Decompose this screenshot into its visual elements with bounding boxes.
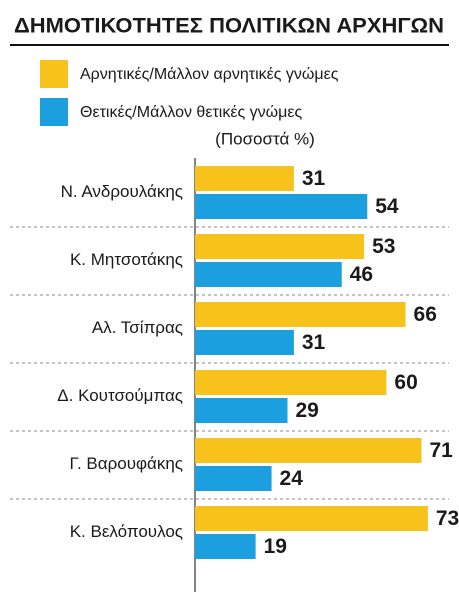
bar: [195, 234, 365, 259]
legend-label: Θετικές/Μάλλον θετικές γνώμες: [80, 104, 302, 121]
value-label: 66: [414, 303, 437, 326]
legend-swatch: [40, 60, 68, 88]
bar: [195, 370, 387, 395]
value-label: 19: [264, 535, 287, 558]
value-label: 73: [436, 507, 459, 530]
value-label: 29: [296, 399, 319, 422]
value-label: 31: [302, 331, 326, 354]
bar: [195, 438, 422, 463]
category-label: Γ. Βαρουφάκης: [69, 454, 183, 473]
value-label: 46: [350, 263, 373, 286]
category-label: Κ. Βελόπουλος: [70, 522, 183, 541]
value-label: 54: [375, 195, 399, 218]
bar: [195, 330, 294, 355]
category-label: Δ. Κουτσούμπας: [57, 386, 183, 405]
legend-label: Αρνητικές/Μάλλον αρνητικές γνώμες: [80, 66, 339, 83]
bar: [195, 466, 272, 491]
legend-swatch: [40, 98, 68, 126]
bar: [195, 534, 256, 559]
bar: [195, 166, 294, 191]
bar: [195, 302, 406, 327]
category-label: Ν. Ανδρουλάκης: [61, 182, 183, 201]
chart-title: ΔΗΜΟΤΙΚΟΤΗΤΕΣ ΠΟΛΙΤΙΚΩΝ ΑΡΧΗΓΩΝ: [14, 15, 444, 38]
bar: [195, 262, 342, 287]
category-label: Αλ. Τσίπρας: [92, 318, 183, 337]
value-label: 71: [429, 439, 453, 462]
value-label: 60: [394, 371, 417, 394]
category-label: Κ. Μητσοτάκης: [70, 250, 183, 269]
chart-subtitle: (Ποσοστά %): [215, 129, 315, 148]
bar: [195, 506, 428, 531]
bar: [195, 398, 288, 423]
bar: [195, 194, 368, 219]
value-label: 53: [372, 235, 395, 258]
value-label: 31: [302, 167, 326, 190]
value-label: 24: [280, 467, 304, 490]
